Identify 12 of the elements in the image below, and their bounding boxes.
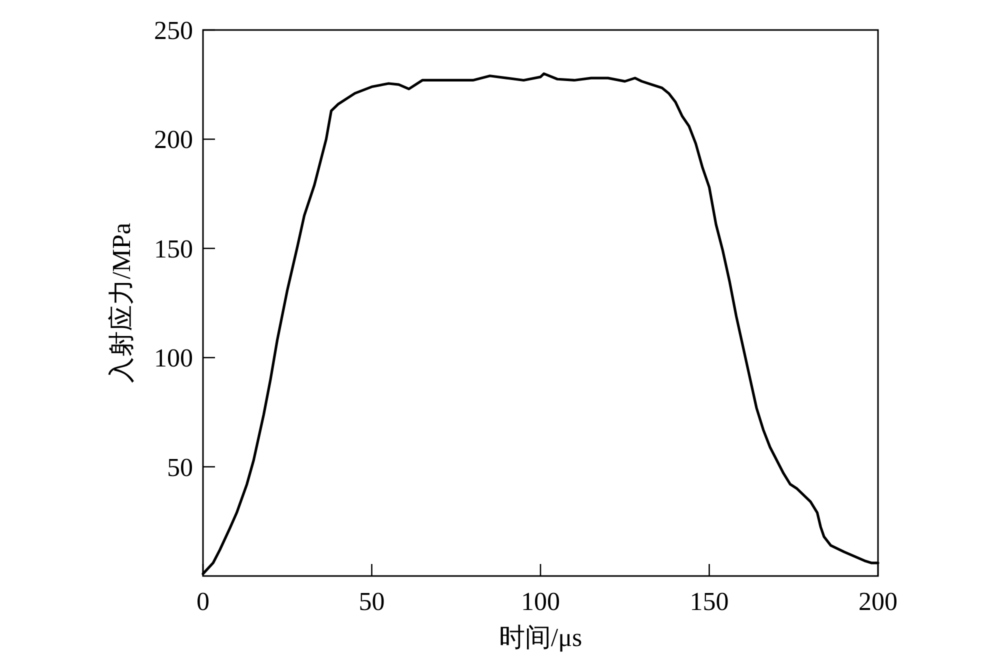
x-axis-title: 时间/μs [498, 623, 582, 652]
y-tick-label: 200 [154, 125, 193, 154]
x-tick-label: 200 [858, 587, 898, 616]
y-tick-label: 100 [154, 344, 193, 373]
x-tick-label: 150 [690, 587, 729, 616]
y-tick-label: 150 [154, 234, 193, 264]
y-tick-label: 50 [167, 452, 193, 482]
x-tick-label: 100 [521, 587, 560, 616]
y-tick-label: 250 [154, 16, 193, 45]
x-tick-label: 0 [196, 587, 210, 616]
x-tick-label: 50 [358, 587, 385, 616]
y-axis-title: 入射应力/MPa [107, 222, 136, 384]
